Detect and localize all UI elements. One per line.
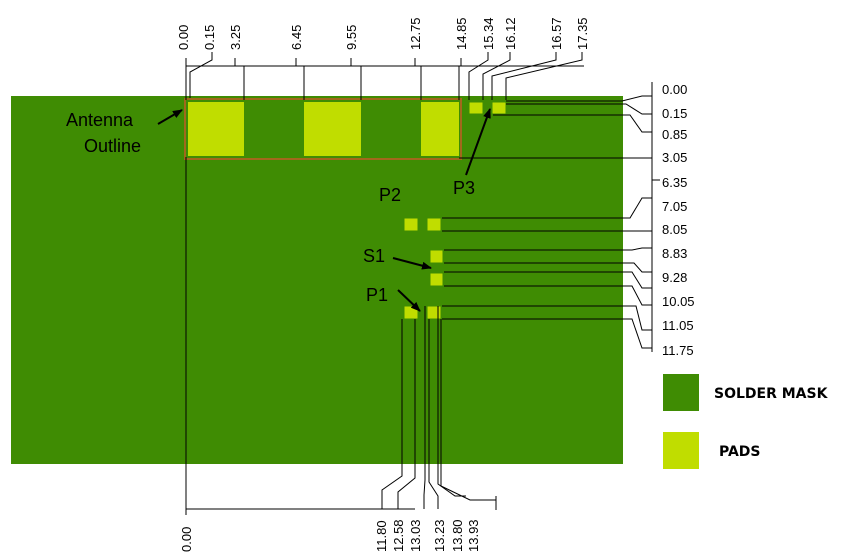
right-dim-label: 6.35 (662, 175, 687, 190)
right-dim-label: 11.05 (662, 318, 694, 333)
top-dim-label: 6.45 (289, 25, 304, 50)
s1-label: S1 (363, 246, 385, 266)
antenna-pad-2 (304, 102, 361, 156)
top-dim-label: 12.75 (408, 17, 423, 50)
bottom-dim-label: 13.93 (466, 519, 481, 552)
antenna-pad-1 (188, 102, 244, 156)
top-dim-label: 0.00 (176, 25, 191, 50)
top-dim-label: 0.15 (202, 25, 217, 50)
legend: SOLDER MASK PADS (663, 374, 829, 469)
p3-label: P3 (453, 178, 475, 198)
callout-arrows (157, 108, 491, 312)
p2-pad-left (403, 217, 419, 232)
p2-label: P2 (379, 185, 401, 205)
solder-mask-board (11, 96, 623, 464)
legend-label-pads: PADS (719, 444, 761, 460)
antenna-outline (184, 98, 462, 160)
right-dim-label: 8.83 (662, 246, 687, 261)
top-dimension-lines (185, 52, 584, 100)
top-dim-label: 15.34 (481, 17, 496, 50)
p1-pad-right (426, 305, 442, 320)
s1-pad-top (429, 249, 444, 264)
s1-arrow (392, 257, 432, 270)
antenna-arrow (157, 109, 183, 125)
bottom-dim-label: 13.03 (408, 519, 423, 552)
right-dim-label: 8.05 (662, 222, 687, 237)
p2-pad-right (426, 217, 442, 232)
bottom-dim-label: 13.23 (432, 519, 447, 552)
bottom-dimension-lines (185, 157, 497, 515)
top-dim-label: 3.25 (228, 25, 243, 50)
p1-label: P1 (366, 285, 388, 305)
bottom-dim-label: 11.80 (374, 520, 389, 552)
top-dim-label: 16.12 (503, 17, 518, 50)
legend-swatch-pads (663, 432, 699, 469)
top-dim-label: 9.55 (344, 25, 359, 50)
right-dim-label: 9.28 (662, 270, 687, 285)
top-dimension-labels: 0.00 0.15 3.25 6.45 9.55 12.75 14.85 15.… (176, 17, 590, 50)
right-dim-label: 0.85 (662, 127, 687, 142)
bottom-dim-label: 13.80 (450, 519, 465, 552)
top-dim-label: 14.85 (454, 17, 469, 50)
antenna-label-line2: Outline (84, 136, 141, 156)
bottom-dim-label: 12.58 (391, 519, 406, 552)
antenna-pad-3 (421, 102, 459, 156)
right-dim-label: 10.05 (662, 294, 695, 309)
p3-arrow (465, 108, 491, 176)
right-dimension-labels: 0.00 0.15 0.85 3.05 6.35 7.05 8.05 8.83 … (662, 82, 695, 358)
right-dim-label: 3.05 (662, 150, 687, 165)
bottom-dimension-labels: 0.00 11.80 12.58 13.03 13.23 13.80 13.93 (179, 519, 481, 552)
s1-pad-bottom (429, 272, 444, 287)
right-dimension-lines (442, 82, 660, 352)
top-dim-label: 16.57 (549, 17, 564, 50)
legend-swatch-solder-mask (663, 374, 699, 411)
p3-pad-right (491, 101, 507, 115)
p3-pad-left (468, 101, 484, 115)
bottom-dim-label: 0.00 (179, 527, 194, 552)
legend-label-solder-mask: SOLDER MASK (714, 386, 829, 402)
right-dim-label: 7.05 (662, 199, 687, 214)
top-dim-label: 17.35 (575, 17, 590, 50)
right-dim-label: 0.15 (662, 106, 687, 121)
antenna-label-line1: Antenna (66, 110, 134, 130)
right-dim-label: 11.75 (662, 343, 694, 358)
p1-arrow (397, 289, 421, 312)
right-dim-label: 0.00 (662, 82, 687, 97)
